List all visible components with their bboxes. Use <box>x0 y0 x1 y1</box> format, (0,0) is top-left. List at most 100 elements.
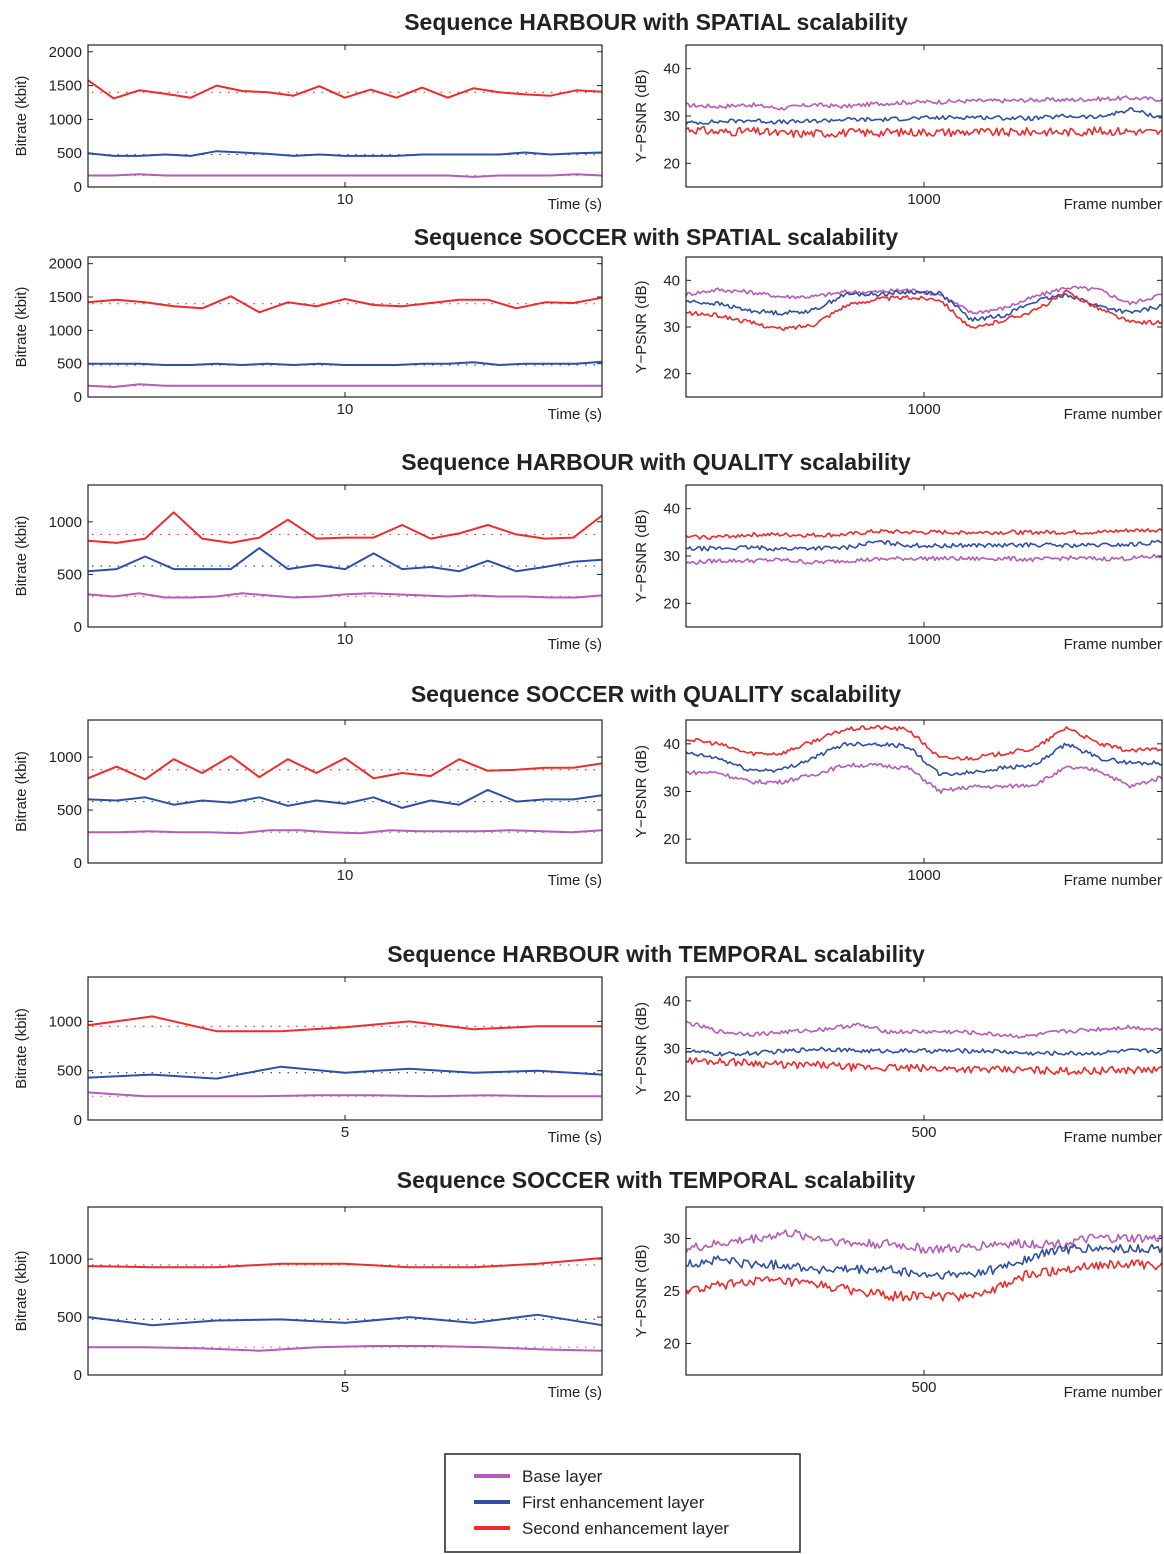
base-layer-line <box>685 95 1163 111</box>
plot-frame <box>685 256 1163 398</box>
x-axis-label: Time (s) <box>548 406 602 423</box>
chart-row: Sequence SOCCER with QUALITY scalability… <box>13 681 1163 889</box>
chart-title: Sequence HARBOUR with TEMPORAL scalabili… <box>387 941 925 967</box>
plot-frame <box>685 1206 1163 1376</box>
chart-row: Sequence HARBOUR with SPATIAL scalabilit… <box>13 9 1163 213</box>
chart-row: Sequence SOCCER with SPATIAL scalability… <box>13 224 1163 423</box>
base-layer-line <box>685 1020 1163 1039</box>
y-tick-label: 2000 <box>49 44 82 61</box>
x-tick-label: 10 <box>337 401 354 418</box>
first-enhancement-layer-line <box>685 741 1163 777</box>
second-enhancement-layer-line <box>87 755 603 781</box>
x-tick-label: 1000 <box>907 191 940 208</box>
chart-row: Sequence HARBOUR with QUALITY scalabilit… <box>13 449 1163 653</box>
y-axis-label: Bitrate (kbit) <box>13 1008 30 1089</box>
y-tick-label: 20 <box>663 155 680 172</box>
second-enhancement-layer-line <box>87 295 603 314</box>
legend-label: First enhancement layer <box>522 1493 705 1512</box>
y-tick-label: 2000 <box>49 256 82 273</box>
second-enhancement-layer-line <box>685 724 1163 761</box>
y-tick-label: 1500 <box>49 78 82 95</box>
plot-frame <box>685 976 1163 1121</box>
y-tick-label: 500 <box>57 1309 82 1326</box>
base-layer-line <box>88 173 603 178</box>
y-axis-label: Y−PSNR (dB) <box>633 1002 650 1095</box>
plot-frame <box>685 44 1163 188</box>
base-layer-line <box>88 1345 603 1352</box>
psnr-panel: 20 25 30 500 Frame number Y−PSNR (dB) <box>633 1206 1163 1401</box>
y-tick-label: 0 <box>74 179 82 196</box>
y-tick-label: 20 <box>663 831 680 848</box>
base-layer-line <box>685 1229 1163 1254</box>
bitrate-panel: 0 500 1000 5 Time (s) Bitrate (kbit) <box>13 976 603 1146</box>
psnr-panel: 20 30 40 1000 Frame number Y−PSNR (dB) <box>633 44 1163 213</box>
x-tick-label: 5 <box>341 1124 349 1141</box>
y-tick-label: 1000 <box>49 1251 82 1268</box>
x-tick-label: 1000 <box>907 631 940 648</box>
base-layer-line <box>685 553 1163 566</box>
x-axis-label: Time (s) <box>548 196 602 213</box>
y-tick-label: 1500 <box>49 289 82 306</box>
bitrate-panel: 0 500 1000 5 Time (s) Bitrate (kbit) <box>13 1206 603 1401</box>
x-axis-label: Time (s) <box>548 1129 602 1146</box>
plot-frame <box>685 719 1163 864</box>
y-tick-label: 40 <box>663 272 680 289</box>
x-tick-label: 500 <box>911 1379 936 1396</box>
y-tick-label: 0 <box>74 855 82 872</box>
base-layer-line <box>88 829 603 835</box>
x-tick-label: 1000 <box>907 867 940 884</box>
base-layer-line <box>685 762 1163 794</box>
second-enhancement-layer-line <box>685 289 1163 332</box>
y-tick-label: 20 <box>663 1088 680 1105</box>
x-axis-label: Frame number <box>1064 406 1162 423</box>
y-tick-label: 30 <box>663 319 680 336</box>
x-axis-label: Frame number <box>1064 636 1162 653</box>
second-enhancement-layer-line <box>87 511 603 544</box>
bitrate-panel: 0 500 1000 10 Time (s) Bitrate (kbit) <box>13 484 603 653</box>
y-axis-label: Y−PSNR (dB) <box>633 281 650 374</box>
first-enhancement-layer-line <box>87 1313 603 1327</box>
second-enhancement-layer-line <box>87 1257 603 1269</box>
plot-frame <box>87 719 603 864</box>
y-tick-label: 25 <box>663 1283 680 1300</box>
y-tick-label: 0 <box>74 1112 82 1129</box>
plot-frame <box>87 976 603 1121</box>
plot-frame <box>87 256 603 398</box>
y-tick-label: 1000 <box>49 322 82 339</box>
first-enhancement-layer-line <box>88 360 603 366</box>
y-tick-label: 40 <box>663 993 680 1010</box>
y-tick-label: 40 <box>663 736 680 753</box>
first-enhancement-layer-line <box>685 1046 1163 1057</box>
x-axis-label: Time (s) <box>548 636 602 653</box>
y-axis-label: Bitrate (kbit) <box>13 76 30 157</box>
first-enhancement-layer-line <box>87 1065 603 1080</box>
psnr-panel: 20 30 40 500 Frame number Y−PSNR (dB) <box>633 976 1163 1146</box>
x-tick-label: 1000 <box>907 401 940 418</box>
psnr-panel: 20 30 40 1000 Frame number Y−PSNR (dB) <box>633 484 1163 653</box>
x-tick-label: 5 <box>341 1379 349 1396</box>
legend-label: Second enhancement layer <box>522 1519 729 1538</box>
first-enhancement-layer-line <box>87 788 603 809</box>
y-tick-label: 30 <box>663 548 680 565</box>
y-axis-label: Y−PSNR (dB) <box>633 510 650 603</box>
psnr-panel: 20 30 40 1000 Frame number Y−PSNR (dB) <box>633 719 1163 889</box>
chart-row: Sequence HARBOUR with TEMPORAL scalabili… <box>13 941 1163 1146</box>
bitrate-panel: 0 500 1000 1500 2000 10 Time (s) Bitrate (kbit) <box>13 256 603 423</box>
first-enhancement-layer-line <box>685 1243 1163 1280</box>
y-tick-label: 40 <box>663 61 680 78</box>
plot-frame <box>685 484 1163 628</box>
chart-title: Sequence HARBOUR with QUALITY scalabilit… <box>401 449 911 475</box>
second-enhancement-layer-line <box>87 79 603 100</box>
second-enhancement-layer-line <box>685 1057 1163 1076</box>
y-tick-label: 0 <box>74 1367 82 1384</box>
plot-frame <box>87 44 603 188</box>
y-axis-label: Bitrate (kbit) <box>13 287 30 368</box>
x-tick-label: 500 <box>911 1124 936 1141</box>
x-tick-label: 10 <box>337 631 354 648</box>
second-enhancement-layer-line <box>685 528 1163 541</box>
base-layer-line <box>87 1091 602 1098</box>
plot-frame <box>87 1206 603 1376</box>
chart-title: Sequence HARBOUR with SPATIAL scalabilit… <box>404 9 908 35</box>
x-axis-label: Frame number <box>1064 196 1162 213</box>
